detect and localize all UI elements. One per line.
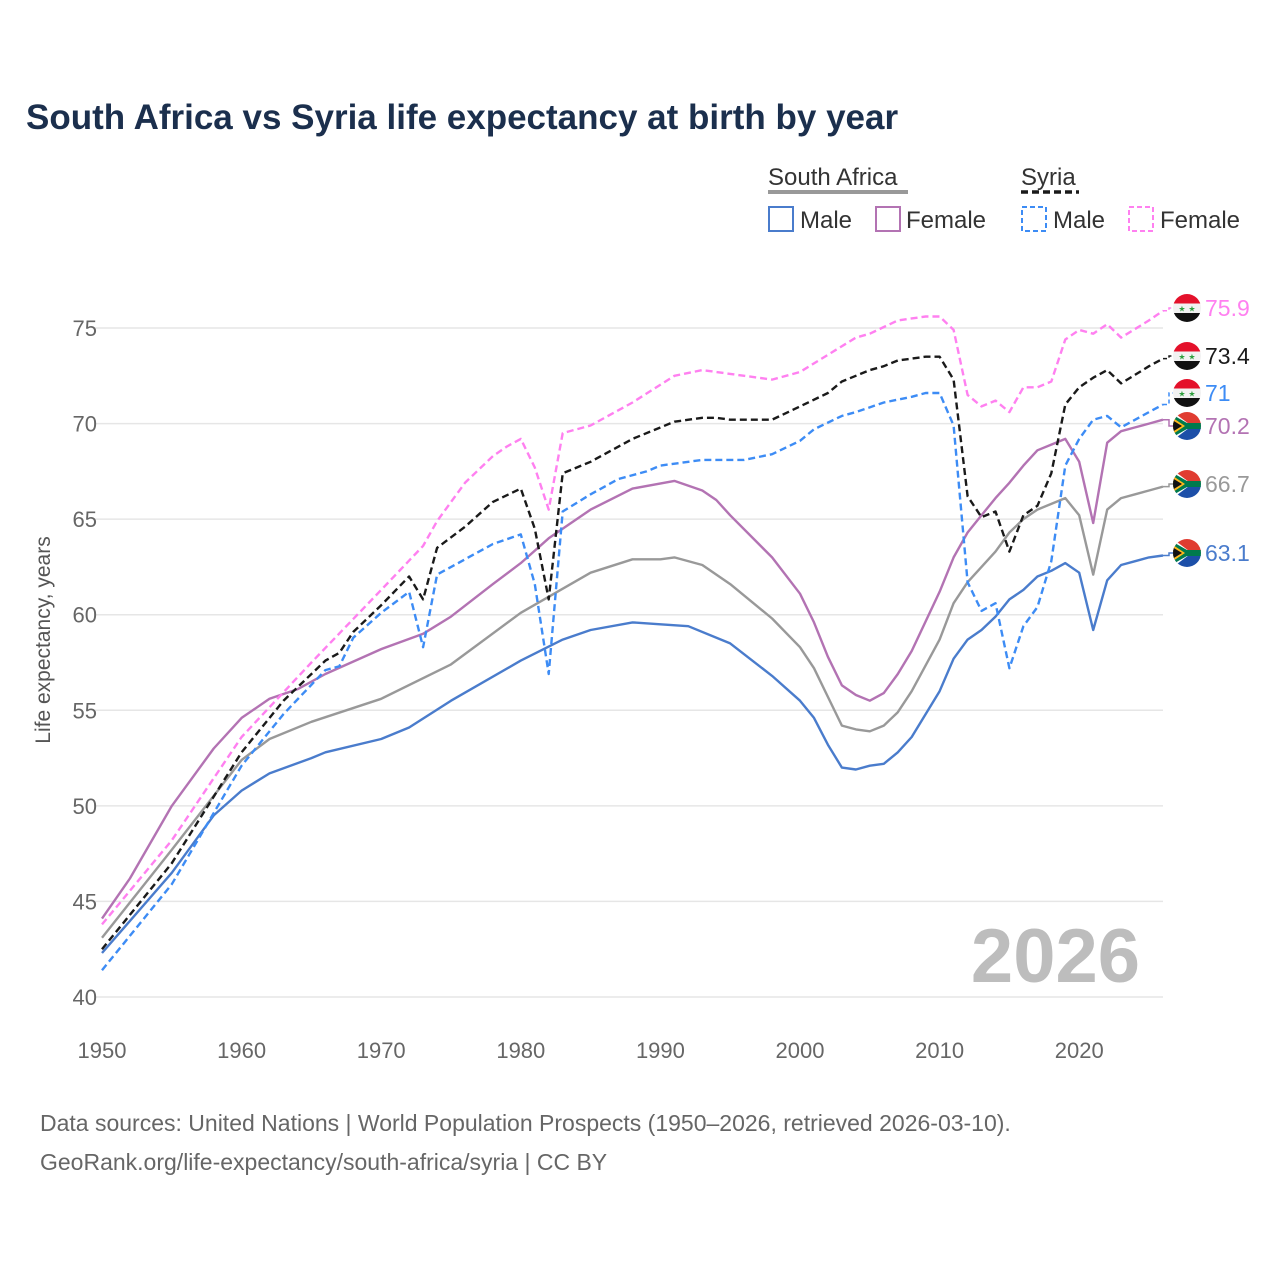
x-tick-label: 1960 [217,1038,266,1063]
end-value-label: 73.4 [1205,343,1250,369]
y-axis-ticks: 40 45 50 55 60 65 70 75 [73,316,97,1010]
y-axis-label: Life expectancy, years [32,536,55,743]
south-africa-flag-icon [1173,539,1201,567]
legend-label-syria-male: Male [1053,207,1105,234]
legend-swatch-syria-female [1128,206,1154,232]
series-line-south-africa-male [101,554,1164,954]
end-connector [1163,392,1173,406]
y-tick-label: 40 [73,985,97,1010]
end-connector [1163,418,1173,427]
y-tick-label: 75 [73,316,97,341]
end-connector [1163,552,1173,557]
legend: South Africa Syria Male Female Male Fema… [768,164,1240,234]
end-value-label: 63.1 [1205,540,1250,566]
series-line-south-africa-female [101,418,1164,920]
x-tick-label: 2000 [776,1038,825,1063]
x-tick-label: 2020 [1055,1038,1104,1063]
y-tick-label: 70 [73,412,97,437]
end-connector [1163,307,1173,312]
syria-flag-icon [1173,294,1201,323]
south-africa-flag-icon [1173,412,1201,440]
y-tick-label: 50 [73,794,97,819]
syria-flag-icon [1173,342,1201,371]
x-tick-label: 2010 [915,1038,964,1063]
end-connector [1163,355,1173,360]
chart-title: South Africa vs Syria life expectancy at… [26,98,898,137]
series-line-south-africa-total [101,485,1164,939]
source-line-1: Data sources: United Nations | World Pop… [40,1110,1011,1136]
series-lines [101,309,1164,971]
y-tick-label: 55 [73,698,97,723]
x-tick-label: 1980 [496,1038,545,1063]
legend-label-sa-male: Male [800,207,852,234]
year-watermark: 2026 [971,914,1140,999]
legend-swatch-sa-male [768,206,794,232]
end-connector [1163,483,1173,488]
series-line-syria-total [101,355,1164,950]
legend-group-south-africa: South Africa [768,164,898,191]
legend-swatch-sa-female [875,206,901,232]
x-tick-label: 1970 [357,1038,406,1063]
gridlines [95,327,1163,998]
end-value-label: 75.9 [1205,295,1250,321]
y-tick-label: 60 [73,603,97,628]
end-value-label: 70.2 [1205,413,1250,439]
x-tick-label: 1990 [636,1038,685,1063]
end-value-label: 66.7 [1205,471,1250,497]
end-labels: 75.9 73.4 71 70.2 66.7 63.1 [1163,294,1250,567]
legend-group-syria: Syria [1021,164,1076,191]
south-africa-flag-icon [1173,470,1201,498]
legend-label-sa-female: Female [906,207,986,234]
series-line-syria-male [101,391,1164,971]
source-line-2[interactable]: GeoRank.org/life-expectancy/south-africa… [40,1149,607,1175]
legend-swatch-syria-male [1021,206,1047,232]
syria-flag-icon [1173,379,1201,408]
x-tick-label: 1950 [78,1038,127,1063]
series-line-syria-female [101,309,1164,926]
legend-label-syria-female: Female [1160,207,1240,234]
x-axis-ticks: 1950 1960 1970 1980 1990 2000 2010 2020 [78,1038,1104,1063]
y-tick-label: 45 [73,889,97,914]
end-value-label: 71 [1205,380,1231,406]
y-tick-label: 65 [73,507,97,532]
